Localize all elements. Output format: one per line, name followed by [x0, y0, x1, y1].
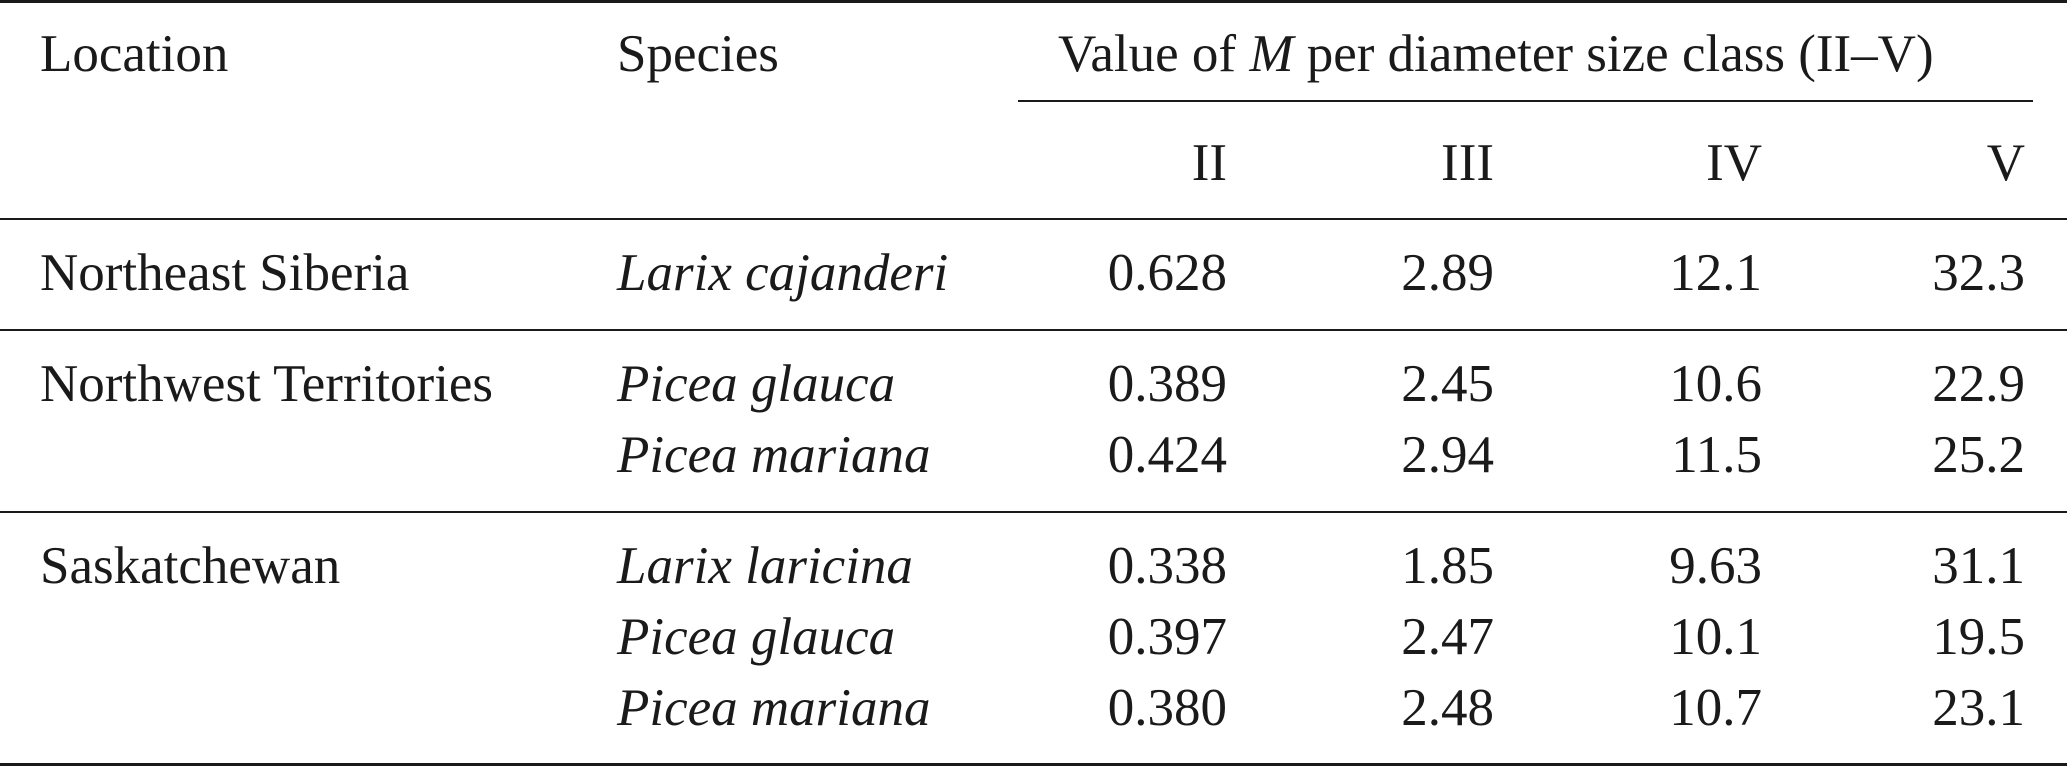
value-cell-iii: 2.45: [1401, 355, 1494, 413]
value-cell-v: 25.2: [1932, 426, 2025, 484]
location-cell: Northwest Territories: [40, 355, 494, 413]
header-bottom-rule: [0, 218, 2067, 220]
column-group-rule: [1018, 100, 2033, 102]
species-cell: Larix laricina: [617, 537, 913, 595]
species-cell: Picea glauca: [617, 608, 896, 666]
species-cell: Picea mariana: [617, 426, 931, 484]
value-cell-ii: 0.424: [1107, 426, 1227, 484]
value-cell-iv: 9.63: [1669, 537, 1762, 595]
bottom-rule: [0, 763, 2067, 766]
value-cell-v: 19.5: [1932, 608, 2025, 666]
group-separator-rule: [0, 511, 2067, 513]
value-cell-ii: 0.389: [1107, 355, 1227, 413]
value-cell-ii: 0.397: [1107, 608, 1227, 666]
header-value-symbol: M: [1249, 25, 1294, 83]
value-cell-iv: 11.5: [1671, 426, 1762, 484]
value-cell-ii: 0.338: [1107, 537, 1227, 595]
location-cell: Saskatchewan: [40, 537, 341, 595]
value-cell-iv: 12.1: [1669, 244, 1762, 302]
value-cell-v: 23.1: [1932, 679, 2025, 737]
value-cell-iii: 2.48: [1401, 679, 1494, 737]
value-cell-v: 22.9: [1932, 355, 2025, 413]
header-value-group: Value of M per diameter size class (II–V…: [1058, 28, 1934, 81]
value-cell-v: 32.3: [1932, 244, 2025, 302]
header-value-prefix: Value of: [1058, 25, 1250, 83]
location-cell: Northeast Siberia: [40, 244, 410, 302]
header-location: Location: [40, 25, 229, 83]
species-cell: Picea glauca: [617, 355, 896, 413]
value-cell-iv: 10.6: [1669, 355, 1762, 413]
header-class-ii: II: [1191, 134, 1227, 192]
header-value-suffix: per diameter size class (II–V): [1293, 25, 1934, 83]
value-cell-ii: 0.628: [1107, 244, 1227, 302]
value-cell-iii: 2.47: [1401, 608, 1494, 666]
header-class-iv: IV: [1706, 134, 1762, 192]
value-cell-iii: 2.89: [1401, 244, 1494, 302]
header-class-iii: III: [1441, 134, 1494, 192]
header-class-v: V: [1986, 134, 2025, 192]
value-cell-v: 31.1: [1932, 537, 2025, 595]
header-species: Species: [617, 25, 779, 83]
value-cell-iii: 2.94: [1401, 426, 1494, 484]
species-cell: Picea mariana: [617, 679, 931, 737]
value-cell-iv: 10.1: [1669, 608, 1762, 666]
species-cell: Larix cajanderi: [617, 244, 949, 302]
value-cell-iii: 1.85: [1401, 537, 1494, 595]
group-separator-rule: [0, 329, 2067, 331]
value-cell-ii: 0.380: [1107, 679, 1227, 737]
value-cell-iv: 10.7: [1669, 679, 1762, 737]
top-rule: [0, 0, 2067, 3]
